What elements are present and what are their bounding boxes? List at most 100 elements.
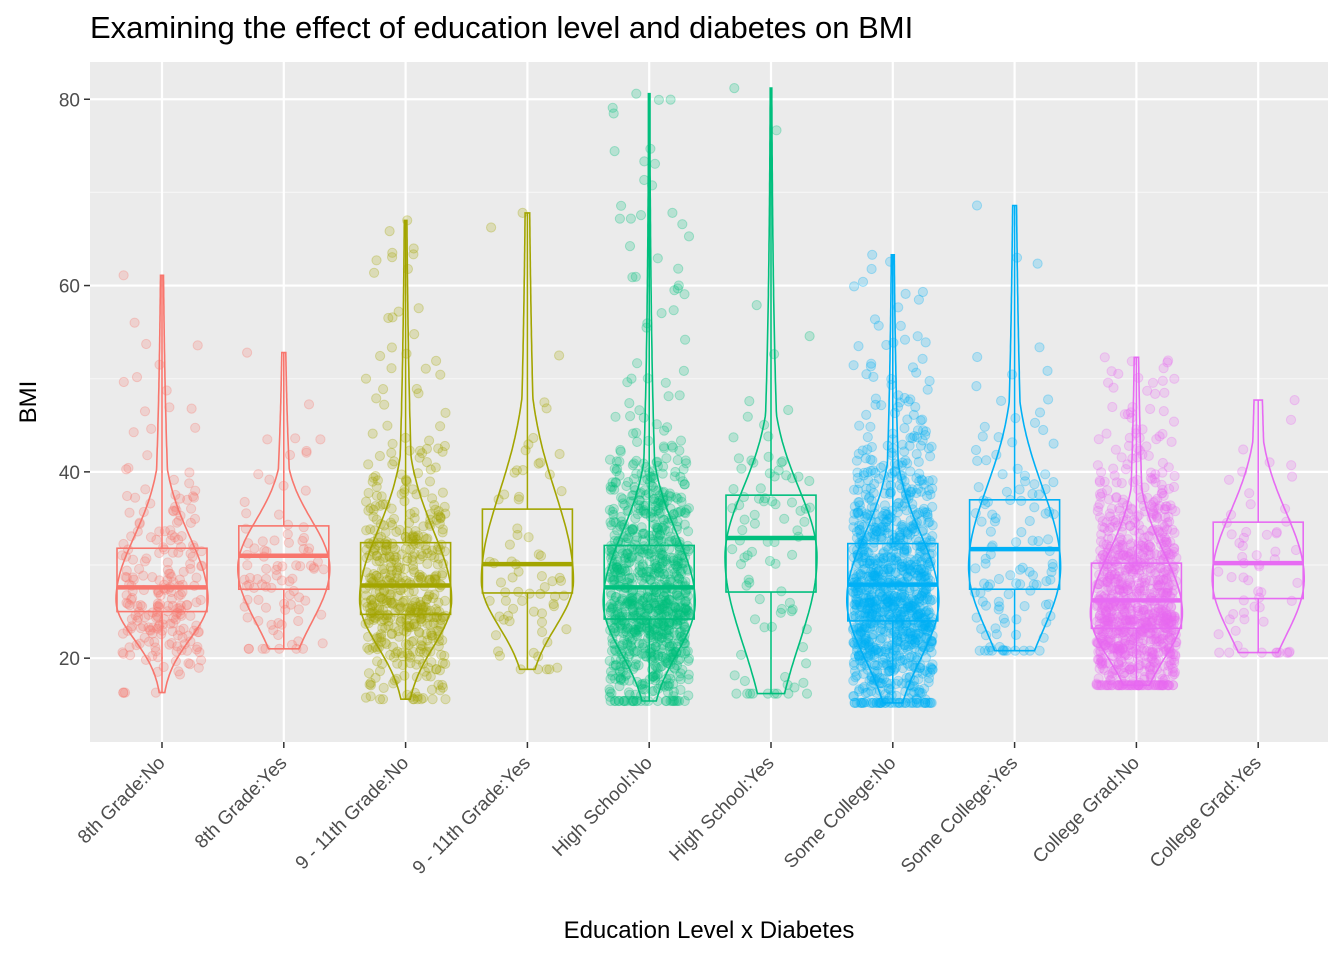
data-point bbox=[241, 580, 252, 592]
data-point bbox=[625, 411, 636, 422]
data-point bbox=[371, 556, 382, 567]
data-point bbox=[671, 646, 682, 658]
data-point bbox=[439, 440, 450, 452]
data-point bbox=[375, 592, 386, 603]
data-point bbox=[1005, 570, 1016, 581]
data-point bbox=[1113, 368, 1124, 379]
data-point bbox=[416, 694, 427, 705]
x-tick-label: High School:No bbox=[549, 753, 657, 861]
data-point bbox=[886, 379, 897, 390]
data-point bbox=[867, 528, 878, 539]
data-point bbox=[121, 464, 132, 475]
data-point bbox=[1038, 424, 1049, 436]
data-point bbox=[241, 508, 252, 519]
data-point bbox=[1230, 625, 1241, 636]
data-point bbox=[176, 531, 187, 542]
data-point bbox=[387, 628, 398, 639]
data-point bbox=[1226, 529, 1237, 540]
data-point bbox=[649, 496, 660, 507]
data-point bbox=[171, 646, 182, 657]
data-point bbox=[384, 226, 395, 237]
data-point bbox=[185, 636, 196, 647]
data-point bbox=[630, 271, 641, 282]
data-point bbox=[1157, 630, 1169, 641]
data-point bbox=[849, 484, 860, 495]
data-point bbox=[126, 621, 137, 632]
data-point bbox=[388, 597, 399, 609]
data-point bbox=[423, 641, 434, 652]
data-point bbox=[317, 638, 328, 649]
data-point bbox=[865, 421, 876, 432]
x-tick-label: College Grad:Yes bbox=[1146, 753, 1266, 873]
data-point bbox=[993, 573, 1005, 585]
data-point bbox=[523, 532, 534, 543]
data-point bbox=[786, 497, 798, 508]
data-point bbox=[797, 642, 809, 653]
data-point bbox=[422, 558, 433, 570]
data-point bbox=[120, 551, 132, 562]
data-point bbox=[431, 664, 442, 675]
data-point bbox=[369, 525, 380, 536]
data-point bbox=[1158, 526, 1169, 537]
data-point bbox=[971, 381, 982, 392]
data-point bbox=[364, 550, 375, 561]
data-point bbox=[368, 536, 379, 547]
data-point bbox=[420, 363, 431, 374]
data-point bbox=[1105, 637, 1116, 648]
data-point bbox=[167, 626, 178, 637]
data-point bbox=[1125, 520, 1136, 532]
data-point bbox=[140, 484, 151, 495]
data-point bbox=[621, 480, 632, 492]
data-point bbox=[486, 222, 497, 233]
data-point bbox=[127, 572, 138, 583]
data-point bbox=[1141, 441, 1152, 452]
data-point bbox=[379, 399, 390, 410]
data-point bbox=[899, 423, 910, 434]
data-point bbox=[405, 508, 416, 519]
data-point bbox=[385, 595, 396, 606]
data-point bbox=[866, 629, 878, 640]
data-point bbox=[242, 560, 253, 571]
data-point bbox=[400, 595, 411, 607]
data-point bbox=[1155, 579, 1166, 590]
data-point bbox=[411, 383, 422, 395]
data-point bbox=[157, 619, 169, 630]
data-point bbox=[873, 647, 884, 658]
data-point bbox=[134, 517, 145, 528]
data-point bbox=[509, 467, 520, 478]
data-point bbox=[556, 486, 567, 497]
data-point bbox=[438, 558, 449, 569]
data-point bbox=[293, 615, 304, 627]
data-point bbox=[391, 552, 402, 563]
data-point bbox=[1146, 673, 1157, 685]
data-point bbox=[1034, 407, 1046, 418]
data-point bbox=[424, 476, 436, 487]
data-point bbox=[421, 607, 432, 618]
data-point bbox=[1245, 499, 1256, 510]
data-point bbox=[416, 635, 427, 646]
data-point bbox=[907, 362, 919, 373]
data-point bbox=[493, 646, 504, 657]
data-point bbox=[266, 619, 277, 630]
data-point bbox=[656, 643, 667, 654]
data-point bbox=[402, 622, 413, 633]
data-point bbox=[186, 403, 197, 414]
data-point bbox=[906, 486, 917, 497]
data-point bbox=[439, 501, 450, 512]
data-point bbox=[181, 599, 192, 611]
data-point bbox=[1168, 481, 1180, 493]
data-point bbox=[295, 561, 306, 572]
data-point bbox=[536, 617, 548, 628]
data-point bbox=[413, 388, 424, 399]
data-point bbox=[751, 300, 762, 311]
data-point bbox=[513, 494, 524, 505]
data-point bbox=[118, 687, 129, 698]
data-point bbox=[533, 651, 544, 662]
data-point bbox=[1142, 545, 1154, 556]
data-point bbox=[744, 396, 755, 407]
data-point bbox=[433, 506, 444, 517]
data-point bbox=[493, 494, 504, 505]
data-point bbox=[361, 496, 372, 507]
data-point bbox=[166, 571, 177, 583]
